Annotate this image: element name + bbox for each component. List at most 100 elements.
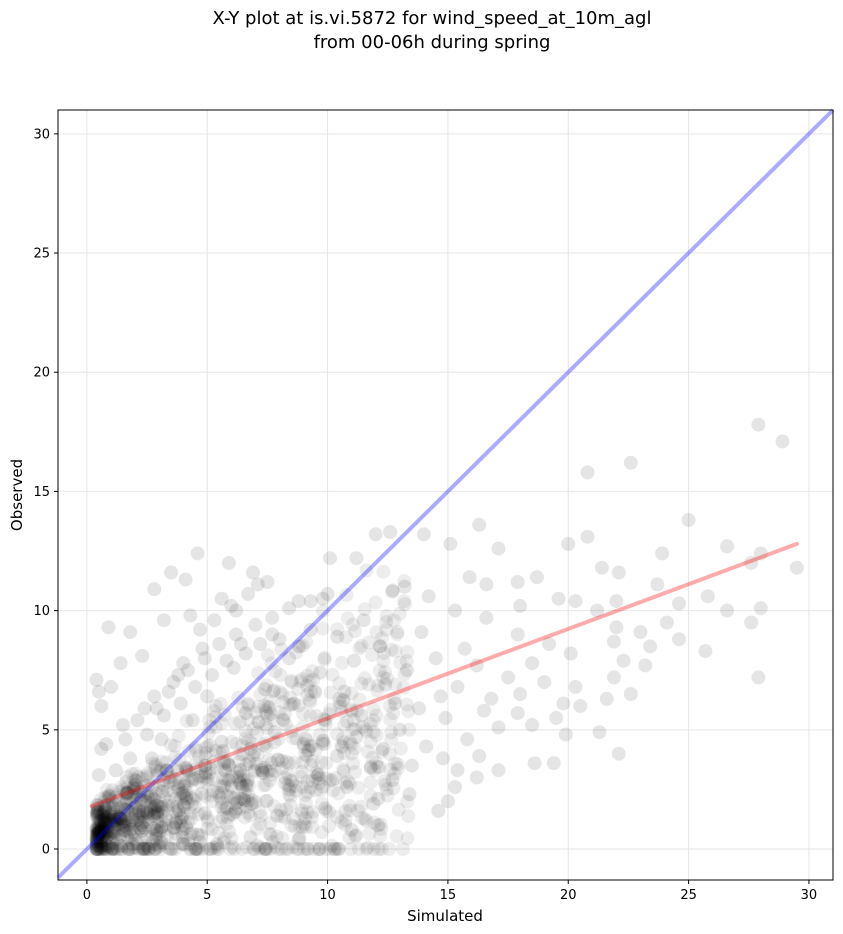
data-point	[133, 810, 148, 825]
data-point	[357, 671, 372, 686]
data-point	[181, 833, 196, 848]
data-point	[96, 833, 110, 848]
data-point	[395, 842, 410, 856]
data-point	[229, 770, 244, 785]
data-point	[140, 786, 155, 801]
data-point	[154, 819, 169, 834]
data-point	[378, 677, 393, 692]
data-point	[149, 823, 164, 838]
data-point	[360, 744, 375, 759]
data-point	[337, 746, 352, 761]
data-point	[198, 750, 213, 765]
data-point	[336, 764, 351, 779]
data-point	[135, 648, 150, 663]
data-point	[163, 774, 178, 789]
data-point	[333, 699, 348, 714]
data-point	[197, 651, 212, 666]
data-point	[156, 708, 171, 723]
data-point	[96, 840, 111, 855]
data-point	[217, 756, 232, 771]
data-point	[148, 842, 163, 856]
data-point	[176, 789, 191, 803]
data-point	[380, 671, 394, 686]
data-point	[300, 842, 315, 856]
data-point	[393, 655, 408, 670]
data-point	[156, 836, 171, 851]
data-point	[138, 794, 152, 809]
data-point	[93, 839, 108, 854]
data-point	[289, 645, 304, 660]
data-point	[251, 714, 266, 729]
data-point	[397, 579, 412, 594]
data-point	[101, 813, 115, 828]
data-point	[254, 763, 269, 778]
data-point	[94, 823, 109, 838]
data-point	[297, 842, 312, 856]
data-point	[98, 809, 113, 824]
data-point	[116, 782, 131, 797]
data-point	[491, 720, 506, 735]
data-point	[510, 627, 525, 642]
data-point	[94, 834, 109, 849]
data-point	[108, 812, 123, 827]
data-point	[179, 791, 194, 806]
data-point	[152, 824, 167, 839]
data-point	[90, 804, 105, 819]
data-point	[119, 786, 134, 801]
data-point	[168, 791, 183, 806]
data-point	[448, 603, 463, 618]
data-point	[383, 762, 398, 777]
data-point	[609, 620, 624, 635]
data-point	[323, 551, 337, 566]
data-point	[96, 822, 110, 836]
data-point	[94, 813, 109, 828]
data-point	[211, 842, 226, 856]
data-point	[386, 706, 401, 721]
data-point	[105, 835, 120, 850]
data-point	[200, 689, 215, 704]
data-point	[393, 741, 408, 756]
data-point	[98, 815, 112, 830]
data-point	[672, 596, 686, 611]
data-point	[267, 683, 281, 698]
data-point	[391, 802, 406, 817]
data-point	[94, 822, 109, 837]
data-point	[89, 827, 104, 842]
data-point	[212, 788, 227, 803]
data-point	[228, 805, 243, 820]
data-point	[98, 826, 113, 841]
data-point	[388, 677, 403, 692]
data-point	[144, 788, 159, 803]
x-axis-label: Simulated	[407, 907, 483, 925]
data-point	[336, 693, 351, 708]
data-point	[352, 692, 367, 707]
data-point	[248, 617, 263, 632]
data-point	[322, 707, 337, 722]
data-point	[154, 797, 169, 812]
data-point	[220, 754, 235, 769]
data-point	[440, 794, 455, 809]
data-point	[126, 814, 141, 829]
data-point	[155, 784, 170, 799]
data-point	[235, 780, 250, 795]
one-to-one-line	[56, 108, 835, 880]
data-point	[450, 763, 465, 778]
data-point	[419, 739, 434, 754]
data-point	[345, 722, 360, 737]
data-point	[188, 842, 203, 856]
data-point	[102, 789, 117, 804]
data-point	[338, 817, 352, 832]
data-point	[106, 804, 121, 819]
data-point	[94, 820, 109, 835]
data-point	[123, 818, 138, 833]
data-point	[659, 615, 674, 630]
data-point	[266, 713, 281, 728]
data-point	[133, 793, 148, 807]
data-point	[134, 824, 149, 839]
data-point	[390, 757, 405, 772]
data-point	[120, 803, 135, 818]
data-point	[145, 821, 160, 836]
data-point	[210, 839, 225, 854]
data-point	[469, 770, 484, 785]
data-point	[287, 755, 302, 770]
